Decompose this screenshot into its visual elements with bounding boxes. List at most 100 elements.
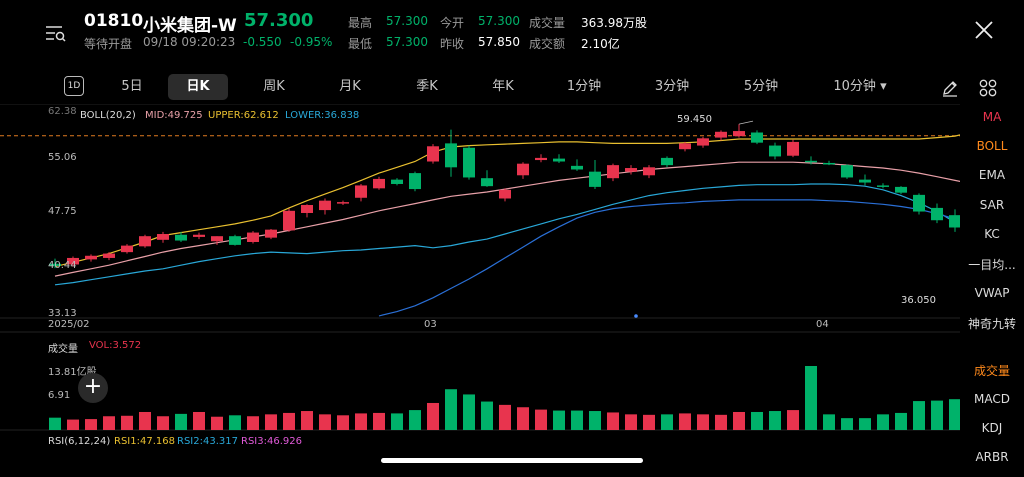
volume-bar <box>697 414 709 430</box>
candle-body <box>949 215 961 228</box>
y-label-3: 40.44 <box>48 260 77 271</box>
low-marker: 36.050 <box>901 295 936 306</box>
y-label-4: 33.13 <box>48 308 77 319</box>
candle-body <box>571 165 583 170</box>
candle-body <box>301 205 313 213</box>
volume-bar <box>175 413 187 430</box>
candle-body <box>841 165 853 178</box>
period-tabs: 1D 5日 日K 周K 月K 季K 年K 1分钟 3分钟 5分钟 10分钟 ▾ <box>0 70 1024 104</box>
volume-bar <box>589 411 601 430</box>
stock-name: 小米集团-W <box>143 16 237 36</box>
y-label-top: 62.38 <box>48 106 77 117</box>
indicator-macd[interactable]: MACD <box>974 392 1010 406</box>
volume-bar <box>859 418 871 430</box>
stat-label-low: 最低 <box>348 37 373 51</box>
volume-bar <box>121 415 133 430</box>
market-status: 等待开盘 <box>84 37 133 51</box>
rsi2-value: RSI2:43.317 <box>177 436 238 447</box>
stock-code: 01810 <box>84 11 144 31</box>
indicator-kc[interactable]: KC <box>984 227 1000 241</box>
y-label-2: 47.75 <box>48 206 77 217</box>
tab-10min-dropdown[interactable]: 10分钟 ▾ <box>833 79 887 94</box>
volume-bar <box>427 402 439 430</box>
volume-bar <box>571 410 583 430</box>
candle-body <box>553 158 565 162</box>
add-indicator-button[interactable]: + <box>78 373 108 403</box>
stat-label-high: 最高 <box>348 16 373 30</box>
x-label-feb: 2025/02 <box>48 319 90 330</box>
volume-bar <box>103 416 115 430</box>
candle-body <box>175 234 187 241</box>
tab-5day[interactable]: 5日 <box>121 79 143 94</box>
volume-bar <box>607 412 619 430</box>
candle-body <box>427 146 439 162</box>
tab-3min[interactable]: 3分钟 <box>654 79 690 94</box>
close-icon[interactable] <box>972 18 996 42</box>
boll-mid: MID:49.725 <box>145 110 203 121</box>
indicator-vwap[interactable]: VWAP <box>974 286 1010 300</box>
indicator-td9[interactable]: 神奇九转 <box>967 317 1016 331</box>
volume-y-top: 13.81亿股 <box>48 367 97 378</box>
candle-body <box>445 143 457 168</box>
kline-canvas[interactable] <box>0 103 1024 473</box>
grid-icon[interactable] <box>978 78 998 98</box>
tab-yearly-k[interactable]: 年K <box>492 79 514 94</box>
high-marker: 59.450 <box>677 114 712 125</box>
tab-quarterly-k[interactable]: 季K <box>416 79 438 94</box>
candle-body <box>607 165 619 179</box>
candle-body <box>355 185 367 198</box>
candle-body <box>283 210 295 231</box>
candle-body <box>805 160 817 163</box>
tab-daily-k[interactable]: 日K <box>168 74 228 100</box>
indicator-kdj[interactable]: KDJ <box>981 421 1003 435</box>
candle-body <box>211 236 223 242</box>
tab-1min[interactable]: 1分钟 <box>566 79 602 94</box>
stat-label-open: 今开 <box>440 16 465 30</box>
volume-bar <box>283 412 295 430</box>
stat-value-turnover: 2.10亿 <box>581 37 620 51</box>
volume-bar <box>139 411 151 430</box>
boll-upper-line <box>54 109 1024 268</box>
volume-bar <box>265 414 277 430</box>
candle-body <box>751 132 763 143</box>
volume-bar <box>931 400 943 430</box>
volume-bar <box>535 409 547 430</box>
tab-5min[interactable]: 5分钟 <box>743 79 779 94</box>
volume-bar <box>445 389 457 430</box>
pencil-icon[interactable] <box>940 78 960 98</box>
candle-body <box>931 207 943 221</box>
candle-body <box>121 245 133 253</box>
indicator-ichimoku[interactable]: 一目均... <box>968 258 1016 272</box>
kline-chart[interactable]: 62.38 BOLL(20,2) MID:49.725 UPPER:62.612… <box>0 103 1024 473</box>
candle-body <box>733 131 745 137</box>
price-change-pct: -0.95% <box>290 35 333 49</box>
indicator-ma[interactable]: MA <box>982 110 1002 124</box>
stat-value-high: 57.300 <box>386 14 428 28</box>
tab-monthly-k[interactable]: 月K <box>339 79 361 94</box>
x-label-mar: 03 <box>424 319 437 330</box>
candle-body <box>859 179 871 183</box>
candle-body <box>391 179 403 184</box>
indicator-arbr[interactable]: ARBR <box>975 450 1009 464</box>
volume-bar <box>211 416 223 430</box>
stat-value-volume: 363.98万股 <box>581 16 647 30</box>
list-search-icon[interactable] <box>44 24 68 44</box>
high-marker-line <box>738 120 754 125</box>
quote-time: 09/18 09:20:23 <box>143 35 236 49</box>
indicator-sar[interactable]: SAR <box>979 198 1005 212</box>
volume-bar <box>85 419 97 430</box>
volume-bar <box>517 407 529 430</box>
tab-weekly-k[interactable]: 周K <box>263 79 285 94</box>
candle-body <box>913 194 925 212</box>
indicator-volume[interactable]: 成交量 <box>973 364 1010 378</box>
tab-1d[interactable]: 1D <box>64 76 84 96</box>
candle-body <box>157 234 169 240</box>
volume-value: VOL:3.572 <box>89 340 142 351</box>
candle-body <box>67 257 79 265</box>
indicator-ema[interactable]: EMA <box>978 168 1006 182</box>
boll-mid-line <box>54 161 1024 277</box>
candle-body <box>787 141 799 156</box>
candle-body <box>319 200 331 211</box>
indicator-boll[interactable]: BOLL <box>976 139 1008 153</box>
x-label-apr: 04 <box>816 319 829 330</box>
